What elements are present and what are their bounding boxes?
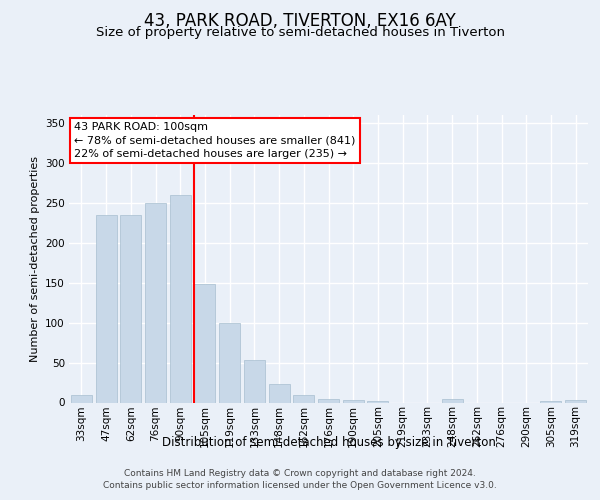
Bar: [541, 401, 562, 402]
Bar: [293, 394, 314, 402]
Bar: [95, 215, 116, 402]
Bar: [244, 360, 265, 403]
Bar: [269, 384, 290, 402]
Text: Size of property relative to semi-detached houses in Tiverton: Size of property relative to semi-detach…: [95, 26, 505, 39]
Bar: [145, 203, 166, 402]
Text: Contains HM Land Registry data © Crown copyright and database right 2024.
Contai: Contains HM Land Registry data © Crown c…: [103, 468, 497, 490]
Text: 43 PARK ROAD: 100sqm
← 78% of semi-detached houses are smaller (841)
22% of semi: 43 PARK ROAD: 100sqm ← 78% of semi-detac…: [74, 122, 356, 158]
Y-axis label: Number of semi-detached properties: Number of semi-detached properties: [29, 156, 40, 362]
Bar: [442, 398, 463, 402]
Bar: [170, 195, 191, 402]
Bar: [71, 394, 92, 402]
Bar: [565, 400, 586, 402]
Bar: [219, 322, 240, 402]
Text: Distribution of semi-detached houses by size in Tiverton: Distribution of semi-detached houses by …: [162, 436, 496, 449]
Text: 43, PARK ROAD, TIVERTON, EX16 6AY: 43, PARK ROAD, TIVERTON, EX16 6AY: [144, 12, 456, 30]
Bar: [120, 215, 141, 402]
Bar: [194, 284, 215, 403]
Bar: [318, 398, 339, 402]
Bar: [343, 400, 364, 402]
Bar: [367, 401, 388, 402]
